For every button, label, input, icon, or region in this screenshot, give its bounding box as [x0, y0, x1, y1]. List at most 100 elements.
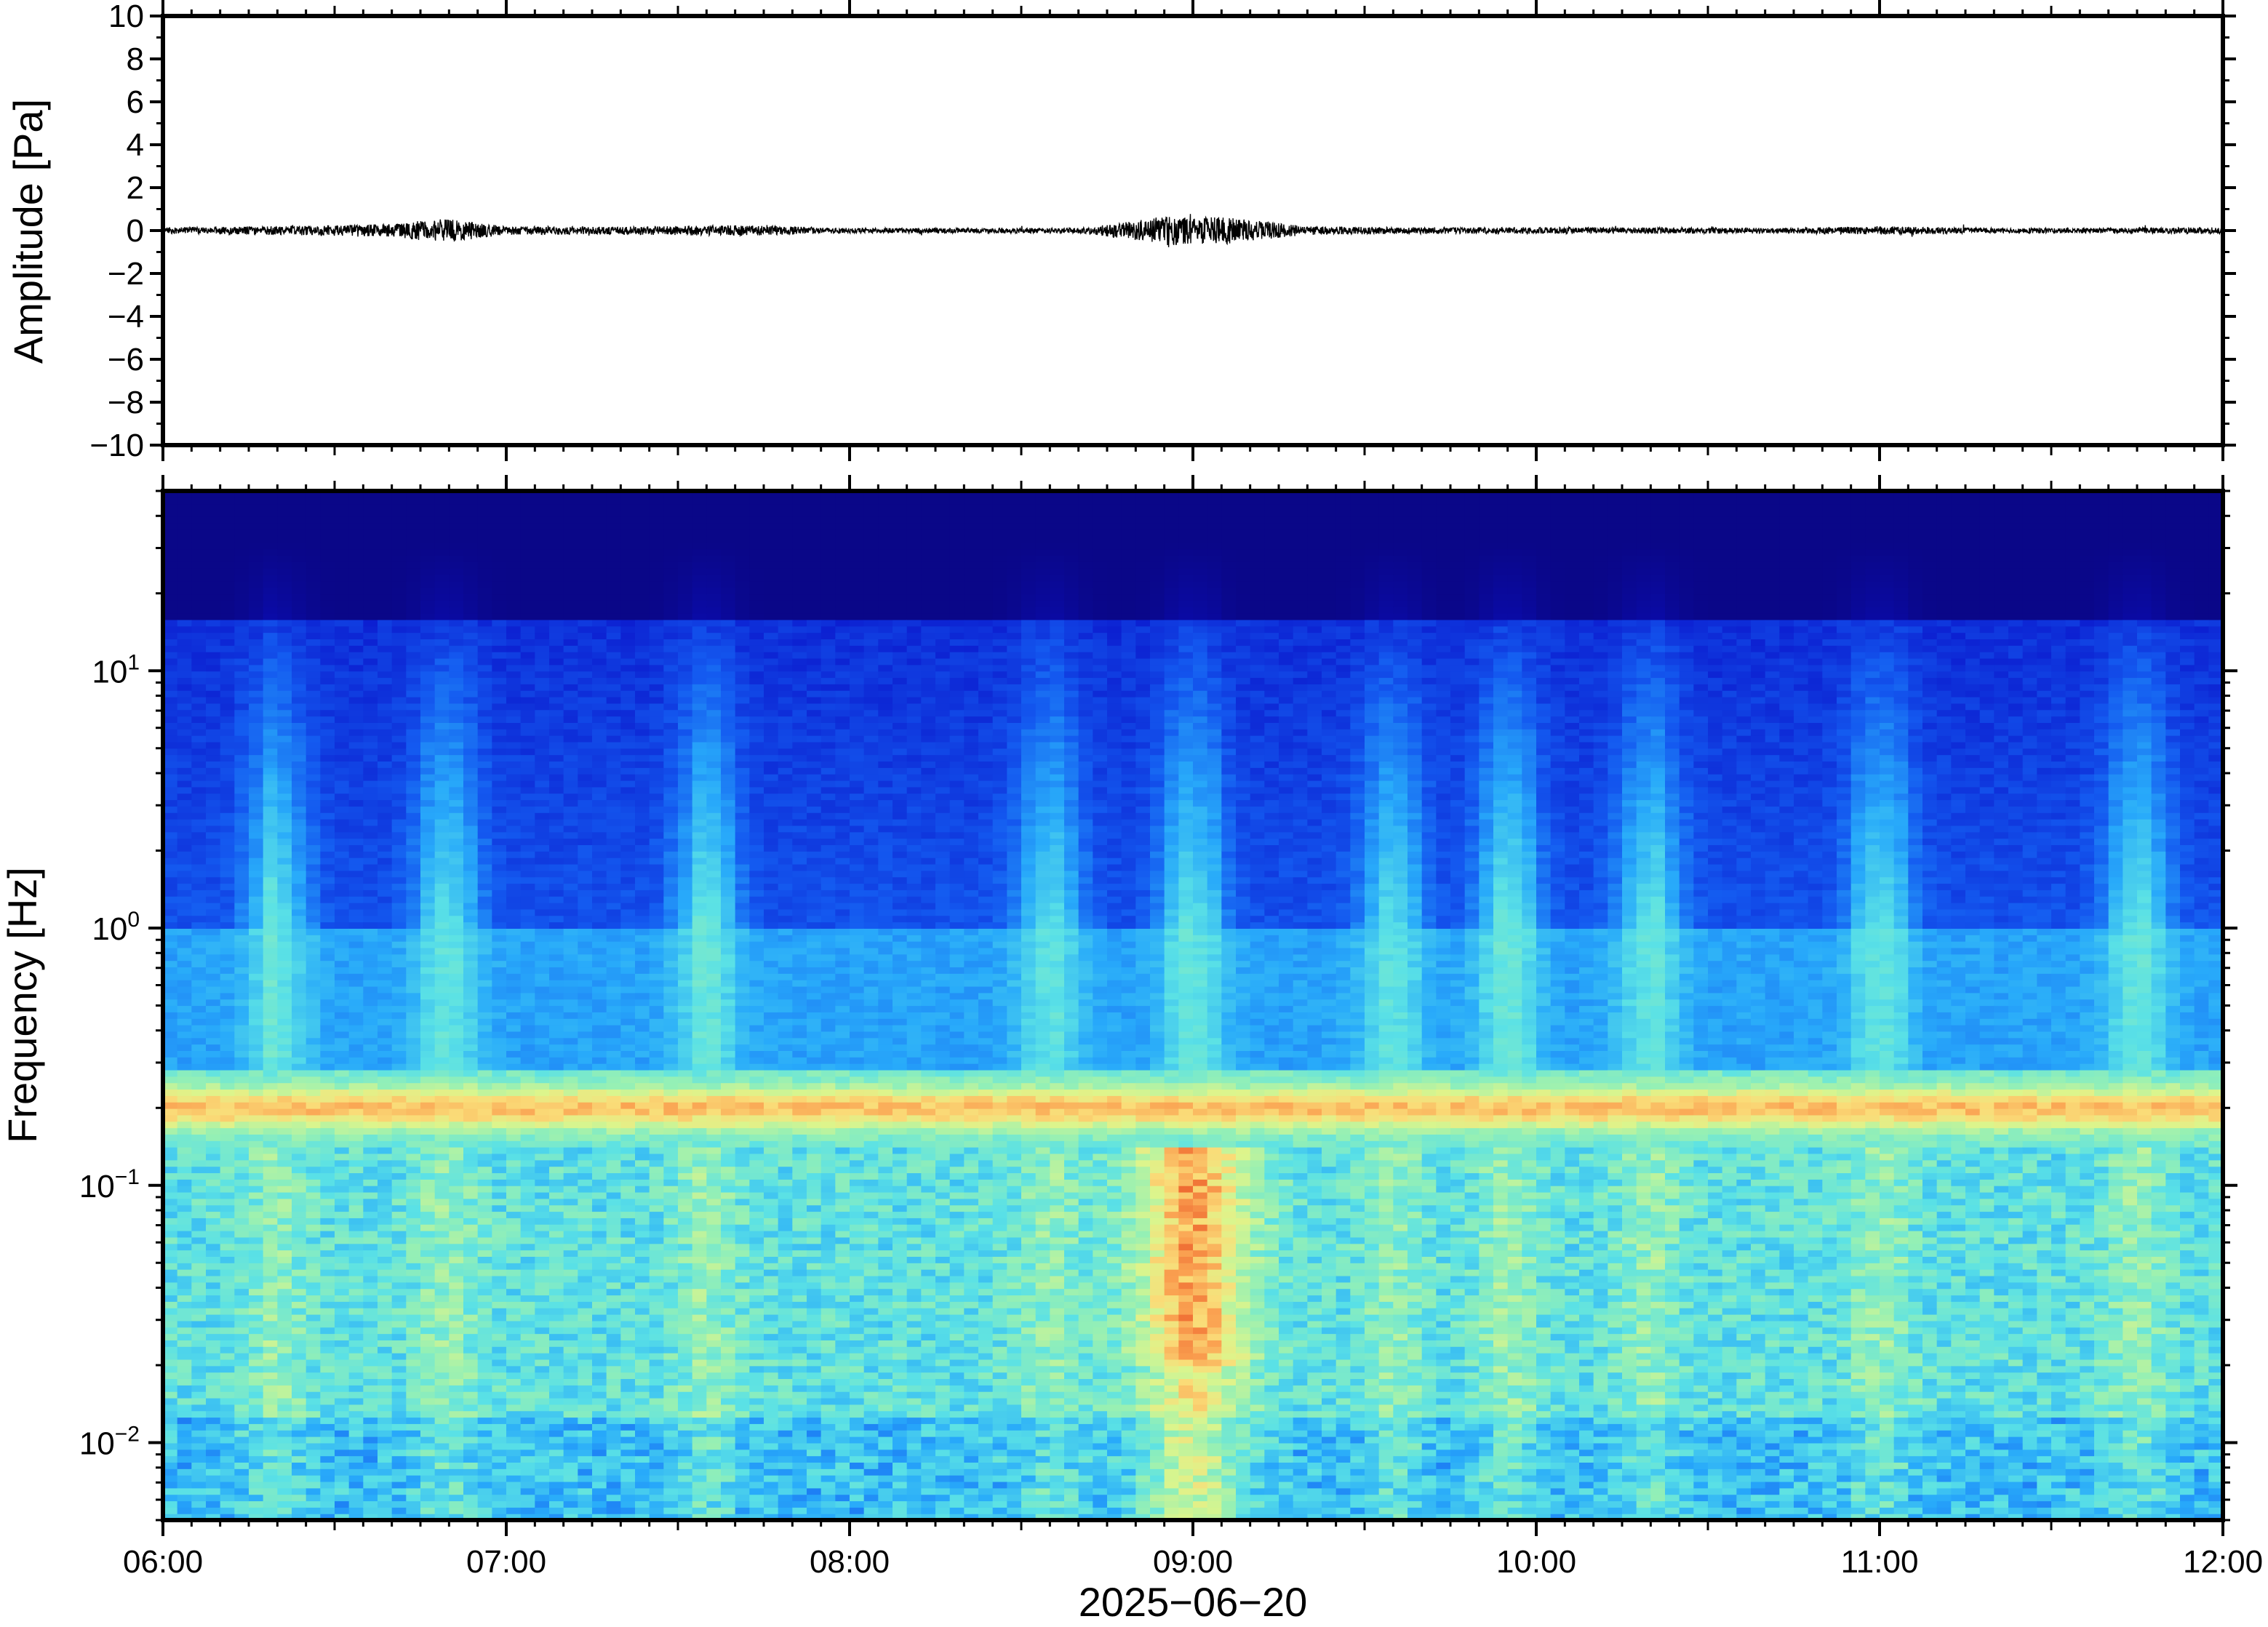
- spectrogram-cell: [306, 1456, 321, 1463]
- spectrogram-cell: [277, 1006, 292, 1012]
- spectrogram-cell: [191, 1346, 206, 1353]
- spectrogram-cell: [521, 671, 535, 678]
- spectrogram-cell: [263, 665, 278, 671]
- spectrogram-cell: [349, 1411, 364, 1418]
- spectrogram-cell: [378, 767, 392, 774]
- spectrogram-cell: [234, 1456, 249, 1463]
- spectrogram-cell: [463, 1095, 478, 1102]
- spectrogram-cell: [435, 961, 450, 967]
- spectrogram-cell: [335, 645, 349, 652]
- spectrogram-cell: [420, 1006, 435, 1012]
- spectrogram-cell: [191, 839, 206, 845]
- spectrogram-cell: [277, 1468, 292, 1475]
- spectrogram-cell: [206, 1122, 220, 1128]
- spectrogram-cell: [292, 511, 306, 517]
- spectrogram-cell: [234, 536, 249, 543]
- spectrogram-cell: [492, 652, 506, 658]
- spectrogram-cell: [378, 594, 392, 601]
- spectrogram-cell: [191, 941, 206, 948]
- spectrogram-cell: [535, 594, 549, 601]
- spectrogram-cell: [378, 1063, 392, 1070]
- spectrogram-cell: [492, 523, 506, 529]
- spectrogram-cell: [492, 916, 506, 922]
- spectrogram-cell: [463, 883, 478, 890]
- spectrogram-cell: [406, 883, 420, 890]
- spectrogram-cell: [420, 665, 435, 671]
- spectrogram-cell: [406, 1482, 420, 1488]
- spectrogram-cell: [478, 941, 492, 948]
- spectrogram-cell: [564, 497, 578, 504]
- spectrogram-cell: [220, 761, 235, 767]
- spectrogram-cell: [249, 928, 263, 935]
- spectrogram-cell: [349, 787, 364, 793]
- spectrogram-cell: [277, 916, 292, 922]
- spectrogram-cell: [478, 588, 492, 594]
- spectrogram-cell: [549, 600, 564, 607]
- spectrogram-cell: [449, 555, 463, 561]
- spectrogram-cell: [363, 806, 378, 812]
- spectrogram-cell: [191, 633, 206, 639]
- spectrogram-cell: [564, 1263, 578, 1269]
- spectrogram-cell: [277, 980, 292, 986]
- spectrogram-cell: [521, 780, 535, 787]
- spectrogram-cell: [335, 1301, 349, 1308]
- spectrogram-cell: [564, 1160, 578, 1167]
- spectrogram-cell: [378, 722, 392, 729]
- spectrogram-cell: [492, 812, 506, 819]
- spectrogram-cell: [463, 793, 478, 800]
- spectrogram-cell: [506, 511, 521, 517]
- spectrogram-cell: [535, 716, 549, 723]
- spectrogram-cell: [492, 999, 506, 1006]
- spectrogram-cell: [521, 1044, 535, 1051]
- spectrogram-cell: [406, 839, 420, 845]
- spectrogram-cell: [220, 1418, 235, 1424]
- spectrogram-cell: [163, 999, 177, 1006]
- spectrogram-cell: [406, 961, 420, 967]
- spectrogram-cell: [163, 916, 177, 922]
- spectrogram-cell: [564, 1436, 578, 1443]
- spectrogram-cell: [277, 729, 292, 735]
- spectrogram-cell: [277, 948, 292, 954]
- spectrogram-cell: [463, 639, 478, 645]
- spectrogram-cell: [564, 967, 578, 973]
- spectrogram-cell: [406, 1334, 420, 1340]
- spectrogram-cell: [521, 916, 535, 922]
- spectrogram-cell: [277, 1115, 292, 1122]
- spectrogram-cell: [406, 793, 420, 800]
- spectrogram-cell: [463, 684, 478, 690]
- spectrogram-cell: [292, 722, 306, 729]
- spectrogram-cell: [535, 511, 549, 517]
- spectrogram-cell: [449, 735, 463, 742]
- spectrogram-cell: [163, 1372, 177, 1379]
- spectrogram-cell: [549, 568, 564, 575]
- spectrogram-cell: [420, 993, 435, 999]
- spectrogram-cell: [191, 1495, 206, 1501]
- spectrogram-cell: [163, 504, 177, 511]
- spectrogram-cell: [349, 1038, 364, 1044]
- spectrogram-cell: [277, 877, 292, 884]
- spectrogram-cell: [549, 928, 564, 935]
- spectrogram-cell: [292, 1140, 306, 1147]
- spectrogram-cell: [406, 954, 420, 961]
- spectrogram-cell: [206, 626, 220, 633]
- spectrogram-cell: [234, 1269, 249, 1276]
- spectrogram-cell: [521, 1244, 535, 1250]
- spectrogram-cell: [363, 1212, 378, 1218]
- spectrogram-cell: [392, 1154, 407, 1160]
- spectrogram-cell: [478, 774, 492, 780]
- spectrogram-cell: [249, 1507, 263, 1514]
- waveform-y-tick-label: 8: [127, 41, 144, 77]
- spectrogram-cell: [220, 1468, 235, 1475]
- spectrogram-cell: [435, 1411, 450, 1418]
- spectrogram-cell: [420, 684, 435, 690]
- spectrogram-cell: [320, 1237, 335, 1244]
- spectrogram-cell: [535, 1063, 549, 1070]
- spectrogram-cell: [478, 1411, 492, 1418]
- spectrogram-cell: [521, 722, 535, 729]
- spectrogram-cell: [177, 1218, 192, 1224]
- spectrogram-cell: [578, 1500, 592, 1507]
- spectrogram-cell: [378, 529, 392, 536]
- spectrogram-cell: [206, 967, 220, 973]
- spectrogram-cell: [492, 1224, 506, 1231]
- spectrogram-cell: [564, 722, 578, 729]
